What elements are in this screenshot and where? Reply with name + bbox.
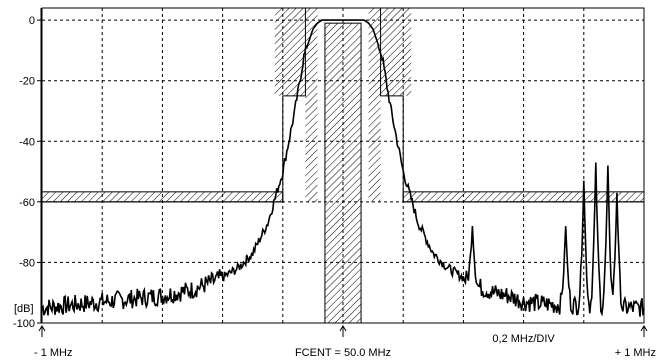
y-tick-label: -40	[19, 136, 35, 148]
mask-wall-left-mid	[305, 95, 318, 202]
label-center-frequency: FCENT = 50.0 MHz	[295, 347, 391, 359]
mask-wall-left-top	[274, 8, 318, 96]
plot-frame	[41, 7, 645, 324]
arrow-right-edge-head	[640, 325, 648, 332]
mask-wall-right-mid	[368, 95, 381, 202]
y-tick-label: 0	[29, 15, 35, 27]
y-tick-label: -20	[19, 76, 35, 88]
label-left-span: - 1 MHz	[34, 347, 73, 359]
spectrum-trace	[41, 19, 645, 317]
mask-outline-left	[42, 8, 306, 203]
mask-outline-right	[380, 8, 644, 203]
arrow-left-edge-head	[38, 325, 46, 332]
y-unit-label: [dB]	[14, 303, 34, 315]
y-tick-label: -100	[13, 318, 35, 330]
label-right-span: + 1 MHz	[615, 347, 656, 359]
mask-band-left	[41, 191, 284, 203]
label-div: 0,2 MHz/DIV	[492, 333, 555, 345]
mask-center-column	[324, 22, 362, 324]
y-tick-label: -60	[19, 197, 35, 209]
mask-wall-right-top	[368, 8, 412, 96]
arrow-center-head	[339, 325, 347, 332]
y-tick-label: -80	[19, 257, 35, 269]
